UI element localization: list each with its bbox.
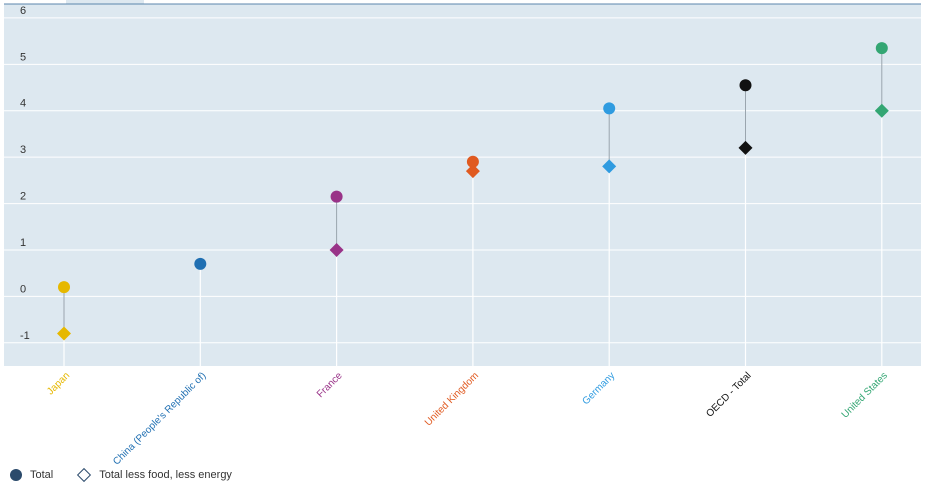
chart: -1 0 1 2 3 4 5 6 Japan China (People's Republic … bbox=[4, 0, 921, 466]
y-axis-ticks: -1 0 1 2 3 4 5 6 bbox=[20, 5, 30, 342]
active-tab-indicator bbox=[66, 0, 144, 4]
diamond-marker-icon bbox=[77, 467, 92, 483]
legend: Total Total less food, less energy bbox=[10, 466, 254, 484]
legend-label-core: Total less food, less energy bbox=[99, 469, 232, 481]
total-point bbox=[739, 79, 752, 92]
plot-area bbox=[4, 4, 921, 366]
y-tick-label: 4 bbox=[20, 98, 26, 110]
legend-label-total: Total bbox=[30, 469, 54, 481]
x-tick-label: Germany bbox=[580, 370, 617, 407]
core-point bbox=[57, 326, 71, 341]
x-tick-label: China (People's Republic of) bbox=[111, 370, 208, 466]
y-tick-label: 6 bbox=[20, 5, 26, 17]
y-tick-label: -1 bbox=[20, 330, 30, 342]
x-tick-label: United Kingdom bbox=[423, 370, 481, 428]
circle-marker-icon bbox=[10, 469, 22, 481]
core-point bbox=[329, 242, 344, 257]
legend-item-core[interactable]: Total less food, less energy bbox=[75, 467, 232, 483]
x-tick-label: United States bbox=[840, 370, 890, 420]
y-tick-label: 0 bbox=[20, 283, 26, 295]
total-point bbox=[58, 281, 70, 294]
x-tick-label: OECD - Total bbox=[704, 370, 753, 419]
stems bbox=[63, 48, 883, 366]
total-point bbox=[330, 190, 343, 203]
y-tick-label: 5 bbox=[20, 51, 26, 63]
core-point bbox=[874, 103, 889, 118]
core-point bbox=[738, 140, 753, 155]
x-axis-ticks: Japan China (People's Republic of) France U… bbox=[45, 370, 890, 466]
total-point bbox=[194, 257, 207, 270]
core-point bbox=[602, 159, 617, 174]
y-tick-label: 3 bbox=[20, 144, 26, 156]
core-point bbox=[465, 164, 480, 179]
legend-item-total[interactable]: Total bbox=[10, 469, 53, 481]
total-point bbox=[466, 155, 479, 168]
total-point bbox=[603, 102, 616, 115]
gridlines bbox=[4, 17, 921, 344]
total-point bbox=[875, 42, 888, 55]
data-markers bbox=[57, 42, 889, 341]
y-tick-label: 1 bbox=[20, 237, 26, 249]
y-tick-label: 2 bbox=[20, 191, 26, 203]
x-tick-label: Japan bbox=[45, 370, 72, 397]
x-tick-label: France bbox=[315, 370, 345, 400]
